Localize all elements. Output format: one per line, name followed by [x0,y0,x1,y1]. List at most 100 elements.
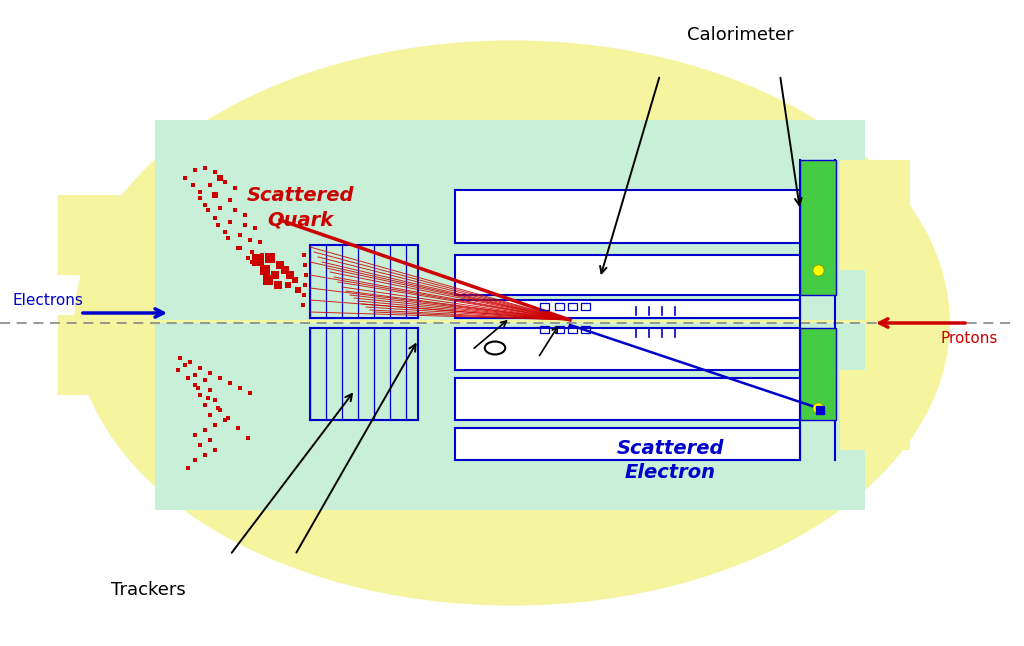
Bar [203,428,207,432]
Bar [155,323,865,510]
Bar [198,190,202,194]
Bar [238,386,242,390]
Bar [271,271,279,279]
Bar [186,466,190,470]
Bar [253,226,257,230]
Bar [243,213,247,217]
Bar [213,423,217,427]
Bar [301,303,305,307]
Bar [270,256,274,260]
Bar [238,246,242,250]
Bar [223,180,227,184]
Bar [238,233,242,237]
Bar [285,282,291,288]
Bar [228,198,232,202]
Bar [213,398,217,402]
Bar [196,386,200,390]
Bar [260,253,264,257]
Bar [193,458,197,462]
Bar [455,328,800,370]
Bar [203,403,207,407]
Bar [183,363,187,367]
Bar [581,303,590,310]
Bar [233,208,237,212]
Bar [568,303,577,310]
Bar [303,283,307,287]
Bar [236,246,240,250]
Bar [208,183,212,187]
Bar [265,253,275,263]
Bar [198,366,202,370]
Bar [455,428,800,460]
Bar [276,261,284,269]
Bar [800,160,836,295]
Bar [260,265,270,275]
Bar [193,433,197,437]
Bar [226,416,230,420]
Bar [226,236,230,240]
Bar [206,396,210,400]
Bar [281,266,289,274]
Bar [213,170,217,174]
Bar [176,368,180,372]
Bar [223,230,227,234]
Bar [198,196,202,200]
Bar [228,220,232,224]
Bar [155,120,865,320]
Bar [246,256,250,260]
Bar [218,376,222,380]
Bar [216,406,220,410]
Bar [212,192,218,198]
Bar [203,203,207,207]
Bar [303,263,307,267]
Bar [568,326,577,333]
Bar [233,186,237,190]
Text: Electron: Electron [625,463,716,483]
Bar [208,388,212,392]
Bar [217,175,223,181]
Bar [58,315,150,395]
Bar [208,371,212,375]
Bar [540,326,549,333]
Bar [286,271,294,279]
Bar [178,356,182,360]
Bar [581,326,590,333]
Bar [58,195,150,275]
Bar [218,408,222,412]
Bar [198,443,202,447]
Bar [455,300,800,318]
Bar [208,413,212,417]
Bar [302,293,306,297]
Bar [555,303,564,310]
Bar [193,383,197,387]
Bar [250,250,254,254]
Bar [248,238,252,242]
Bar [304,273,308,277]
Bar [228,381,232,385]
Bar [248,391,252,395]
Bar [223,418,227,422]
Bar [191,183,195,187]
Bar [258,240,262,244]
Bar [302,253,306,257]
Text: Electrons: Electrons [12,293,83,307]
Bar [203,166,207,170]
Bar [555,326,564,333]
Bar [236,426,240,430]
Bar [213,216,217,220]
Bar [455,378,800,420]
Bar [263,275,273,285]
Bar [274,281,282,289]
Bar [840,370,910,450]
Bar [203,453,207,457]
Text: Protons: Protons [940,331,997,346]
Bar [213,448,217,452]
Text: Scattered: Scattered [616,439,724,457]
Text: Quark: Quark [267,211,333,229]
Bar [208,438,212,442]
Bar [246,436,250,440]
Bar [243,223,247,227]
Bar [250,260,254,264]
Bar [216,223,220,227]
Bar [198,393,202,397]
